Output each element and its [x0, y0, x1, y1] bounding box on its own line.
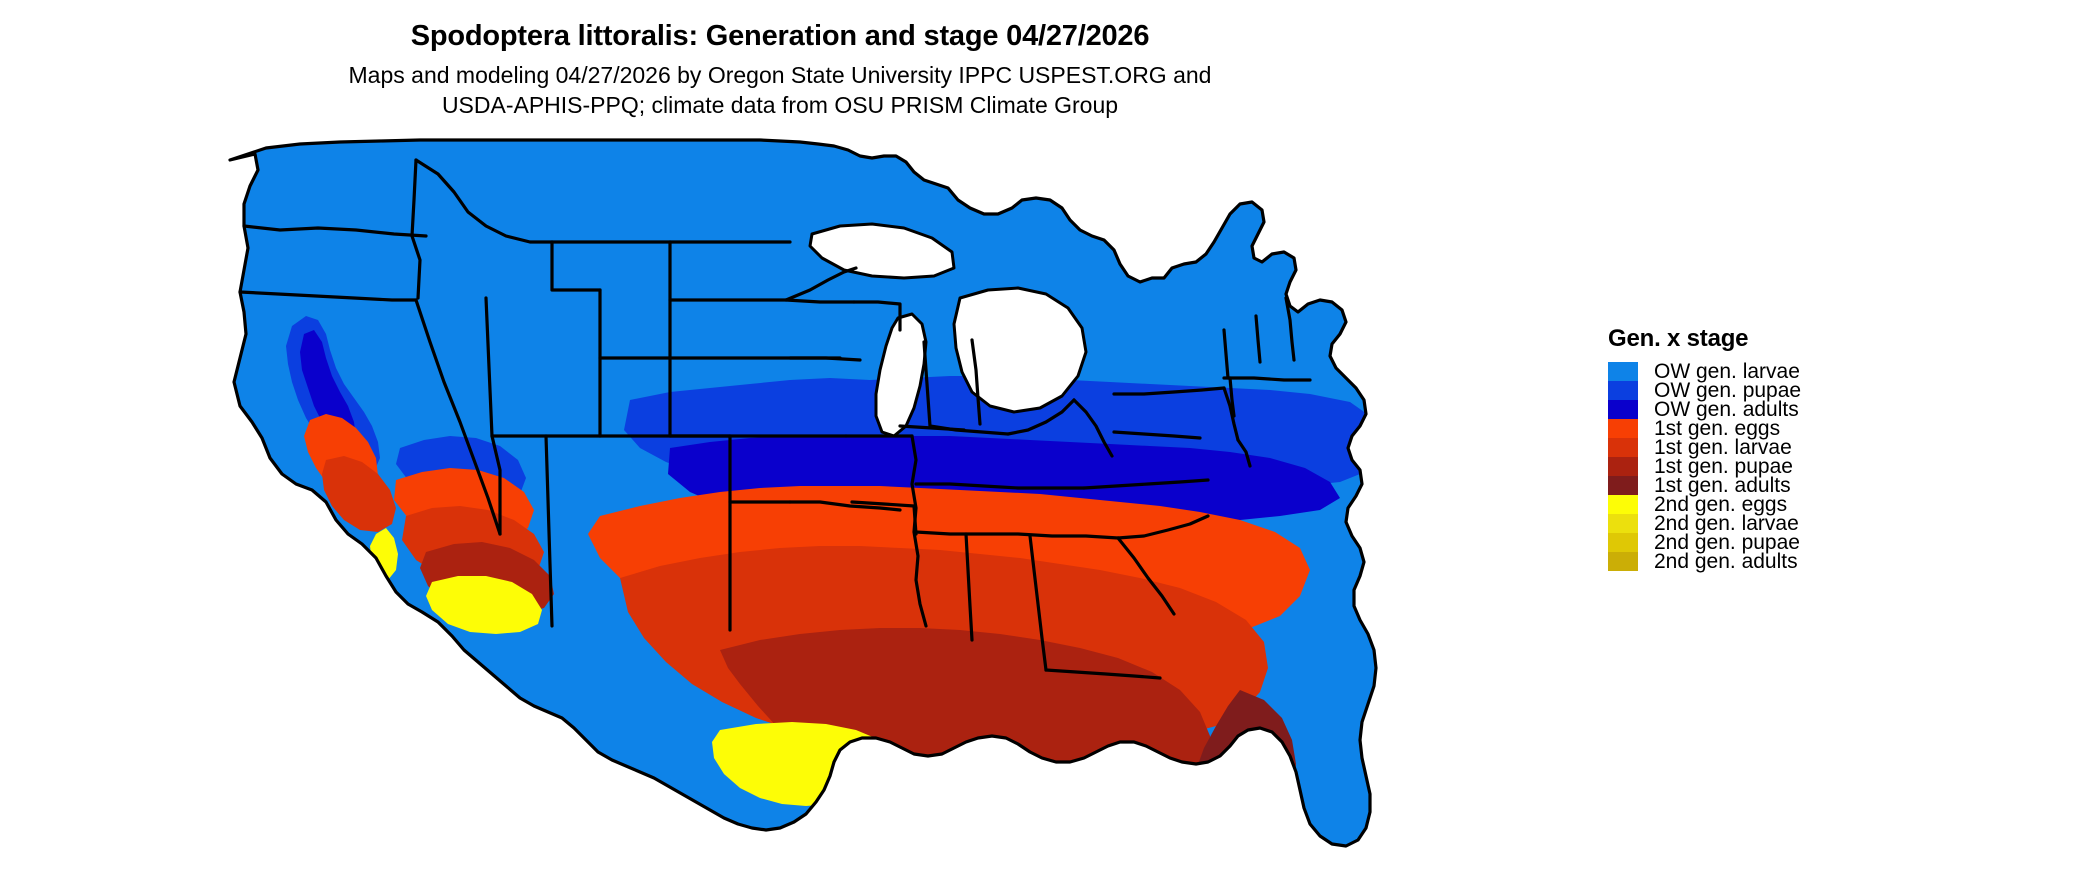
legend-item: 1st gen. adults	[1608, 474, 2028, 497]
border-la-ms	[912, 504, 918, 536]
border-ma-ct-ri	[1222, 376, 1312, 382]
legend-color-swatch	[1608, 419, 1638, 438]
legend-color-swatch	[1608, 457, 1638, 476]
legend-item: 2nd gen. pupae	[1608, 531, 2028, 554]
legend-color-swatch	[1608, 552, 1638, 571]
legend-item: 1st gen. eggs	[1608, 417, 2028, 440]
border-ok-tx	[788, 500, 902, 512]
border-id-mt	[414, 158, 554, 244]
border-tn-ms-al-ga	[914, 530, 1120, 540]
border-ny-pa	[1112, 386, 1226, 396]
legend-item-label: 1st gen. larvae	[1654, 436, 1792, 459]
border-or-ca-nv	[238, 290, 418, 302]
legend-item: 1st gen. pupae	[1608, 455, 2028, 478]
lake-huron-erie	[952, 286, 1088, 414]
lake-superior	[808, 222, 956, 280]
legend-item: 1st gen. larvae	[1608, 436, 2028, 459]
legend-rows: OW gen. larvae OW gen. pupae OW gen. adult…	[1608, 360, 2028, 573]
national-border	[228, 138, 1378, 848]
border-ct-ny	[1228, 376, 1236, 418]
border-va-nc	[1082, 478, 1210, 490]
legend-item: OW gen. larvae	[1608, 360, 2028, 383]
border-in-oh	[970, 338, 982, 426]
border-ca-nv	[414, 298, 502, 536]
subtitle-line-1: Maps and modeling 04/27/2026 by Oregon S…	[348, 62, 1212, 88]
legend-title: Gen. x stage	[1608, 325, 1749, 352]
legend-color-swatch	[1608, 495, 1638, 514]
legend-item: 2nd gen. eggs	[1608, 493, 2028, 516]
map-state-boundaries	[228, 138, 1378, 848]
border-mississippi-river	[910, 434, 928, 628]
map-container	[200, 130, 1600, 890]
legend-color-swatch	[1608, 476, 1638, 495]
map-southwest-mosaic	[286, 316, 554, 634]
legend-item: 2nd gen. larvae	[1608, 512, 2028, 535]
lake-michigan	[874, 312, 928, 438]
border-ia-mo	[788, 356, 862, 362]
border-wa-or	[242, 224, 428, 238]
border-sc-ga	[1116, 536, 1176, 616]
legend-color-swatch	[1608, 438, 1638, 457]
sw-1st-larvae-socal	[322, 456, 396, 532]
border-vt-nh	[1254, 314, 1262, 364]
legend-item-label: 2nd gen. pupae	[1654, 531, 1800, 554]
border-ms-al	[964, 532, 974, 642]
border-wy-ut-co	[550, 240, 602, 292]
border-nv-ut	[484, 296, 494, 438]
border-wi-il	[852, 300, 902, 332]
legend-item-label: 2nd gen. eggs	[1654, 493, 1788, 516]
border-nc-sc	[1116, 514, 1210, 540]
legend-color-swatch	[1608, 400, 1638, 419]
subtitle-line-2: USDA-APHIS-PPQ; climate data from OSU PR…	[441, 92, 1119, 119]
border-il-in	[922, 340, 932, 428]
border-ar-la	[850, 500, 916, 508]
legend-item-label: 2nd gen. larvae	[1654, 512, 1799, 535]
legend-item-label: OW gen. pupae	[1654, 379, 1802, 402]
border-mn-ia	[784, 298, 856, 304]
united-states-risk-map	[200, 130, 1600, 890]
border-ky-tn	[914, 482, 1086, 490]
legend-item: OW gen. pupae	[1608, 379, 2028, 402]
border-ga-fl	[1044, 668, 1162, 680]
border-de-md	[1236, 438, 1252, 468]
border-az-nm	[544, 434, 554, 628]
legend-item: OW gen. adults	[1608, 398, 2028, 421]
legend-item: 2nd gen. adults	[1608, 550, 2028, 573]
border-pa-md	[1112, 430, 1202, 440]
legend-item-label: 2nd gen. adults	[1654, 550, 1798, 573]
border-in-ky	[928, 424, 1010, 436]
legend-color-swatch	[1608, 381, 1638, 400]
border-nj-pa	[1222, 386, 1240, 442]
border-nv-az	[490, 434, 502, 536]
sw-2nd-eggs-desert	[426, 576, 542, 634]
legend-item-label: 1st gen. eggs	[1654, 417, 1781, 440]
legend-color-swatch	[1608, 362, 1638, 381]
legend-item-label: OW gen. adults	[1654, 398, 1799, 421]
legend-color-swatch	[1608, 514, 1638, 533]
border-nh-me	[1284, 296, 1296, 362]
page-subtitle: Maps and modeling 04/27/2026 by Oregon S…	[0, 60, 1560, 121]
legend-item-label: OW gen. larvae	[1654, 360, 1800, 383]
border-oh-wv-pa	[1006, 398, 1076, 436]
border-wv-va	[1072, 398, 1114, 458]
page-title: Spodoptera littoralis: Generation and st…	[410, 20, 1150, 52]
legend-item-label: 1st gen. adults	[1654, 474, 1791, 497]
legend-item-label: 1st gen. pupae	[1654, 455, 1793, 478]
border-id-or	[410, 158, 422, 300]
border-ny-vt-nh	[1222, 328, 1230, 380]
map-legend: Gen. x stage OW gen. larvae OW gen. pupae…	[1608, 325, 2028, 573]
border-mn-wi	[784, 266, 858, 302]
legend-color-swatch	[1608, 533, 1638, 552]
border-al-ga	[1028, 534, 1048, 672]
